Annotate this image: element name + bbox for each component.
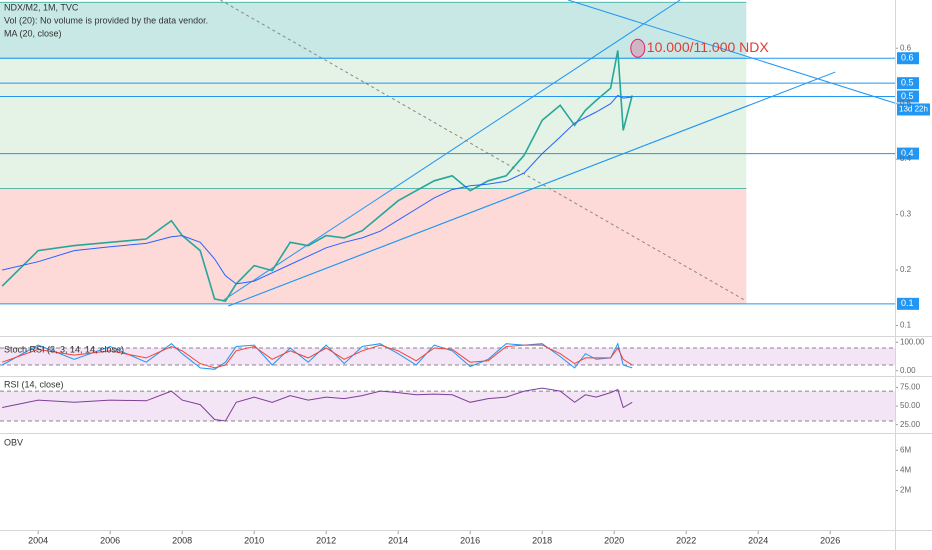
y-tick-label: 50.00 xyxy=(900,401,921,410)
band xyxy=(0,391,895,421)
volume-note: Vol (20): No volume is provided by the d… xyxy=(4,15,208,25)
trendline xyxy=(220,0,747,302)
ma-legend: MA (20, close) xyxy=(4,28,62,38)
level-label: 0.1 xyxy=(901,298,914,308)
zone xyxy=(0,188,747,304)
stoch-title: Stoch RSI (3, 3, 14, 14, close) xyxy=(4,344,124,354)
series-line xyxy=(1,50,633,302)
countdown: 13d 22h xyxy=(899,105,928,114)
x-tick-label: 2008 xyxy=(172,535,192,545)
y-tick-label: 0.3 xyxy=(900,210,912,219)
rsi-title: RSI (14, close) xyxy=(4,379,64,389)
annotation-marker xyxy=(630,38,646,58)
x-tick-label: 2010 xyxy=(244,535,264,545)
x-tick-label: 2024 xyxy=(748,535,768,545)
y-tick-label: 0.5 xyxy=(900,99,912,108)
y-tick-label: 75.00 xyxy=(900,382,921,391)
y-tick-label: 0.00 xyxy=(900,366,916,375)
trendline xyxy=(567,0,896,104)
level-badge xyxy=(897,147,919,160)
x-tick-label: 2006 xyxy=(100,535,120,545)
level-badge xyxy=(897,297,919,310)
zone xyxy=(0,58,747,189)
level-label: 0.5 xyxy=(901,78,914,88)
trendline xyxy=(228,104,751,307)
series-line xyxy=(2,387,633,422)
symbol-legend: NDX/M2, 1M, TVC xyxy=(4,2,79,12)
x-tick-label: 2004 xyxy=(28,535,48,545)
y-tick-label: 0.2 xyxy=(900,265,912,274)
x-tick-label: 2014 xyxy=(388,535,408,545)
y-tick-label: 100.00 xyxy=(900,337,925,346)
series-line xyxy=(2,94,633,285)
band xyxy=(0,347,895,366)
level-badge xyxy=(897,77,919,90)
zone xyxy=(0,2,747,59)
x-tick-label: 2026 xyxy=(820,535,840,545)
level-label: 0.4 xyxy=(901,148,914,158)
y-tick-label: 25.00 xyxy=(900,420,921,429)
countdown-badge xyxy=(897,103,930,116)
obv-title: OBV xyxy=(4,437,23,447)
y-tick-label: 0.4 xyxy=(900,154,912,163)
y-tick-label: 4M xyxy=(900,465,911,474)
series-line xyxy=(1,342,633,370)
x-tick-label: 2018 xyxy=(532,535,552,545)
trendline xyxy=(221,0,681,302)
level-label: 0.5 xyxy=(901,91,914,101)
level-badge xyxy=(897,90,919,103)
level-label: 0.6 xyxy=(901,53,914,63)
level-badge xyxy=(897,52,919,65)
y-tick-label: 2M xyxy=(900,486,911,495)
y-tick-label: 0.6 xyxy=(900,43,912,52)
x-tick-label: 2012 xyxy=(316,535,336,545)
series-line xyxy=(2,344,633,369)
x-tick-label: 2016 xyxy=(460,535,480,545)
x-tick-label: 2022 xyxy=(676,535,696,545)
y-tick-label: 6M xyxy=(900,445,911,454)
annotation: 10.000/11.000 NDX xyxy=(647,39,770,55)
x-tick-label: 2020 xyxy=(604,535,624,545)
y-tick-label: 0.1 xyxy=(900,321,912,330)
